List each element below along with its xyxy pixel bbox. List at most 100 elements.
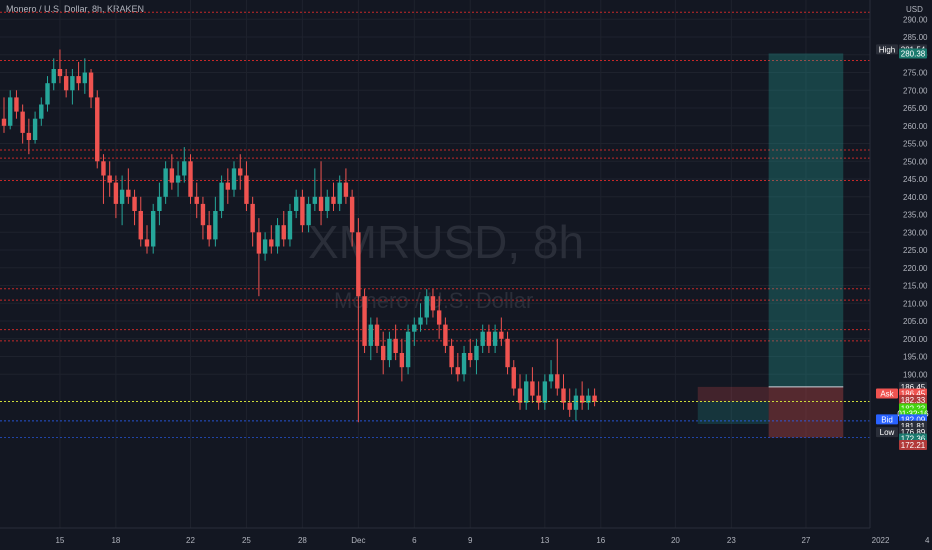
time-tick-label: 18 — [111, 536, 120, 545]
candle — [325, 189, 330, 219]
time-tick-label: 6 — [412, 536, 417, 545]
time-tick-label: 23 — [727, 536, 736, 545]
candle-body — [244, 175, 249, 204]
candle-body — [306, 203, 311, 226]
candle — [362, 289, 367, 353]
candle-body — [331, 196, 336, 204]
candle — [101, 154, 106, 204]
candle — [82, 58, 88, 94]
candle — [381, 331, 386, 375]
entry-zone-upper[interactable] — [697, 386, 769, 402]
candle-body — [188, 161, 193, 197]
price-tick-label: 240.00 — [903, 193, 928, 202]
candle-body — [573, 395, 579, 410]
position-tool[interactable] — [697, 53, 844, 438]
candle-body — [399, 353, 405, 368]
candle — [505, 331, 510, 375]
candle-body — [269, 239, 274, 247]
candle-body — [287, 211, 293, 240]
candle-body — [530, 381, 535, 396]
price-tick-label: 260.00 — [903, 122, 928, 131]
candle — [225, 168, 230, 204]
candle — [455, 353, 461, 382]
candle — [262, 232, 268, 261]
candle-body — [318, 196, 324, 211]
candle-body — [126, 189, 131, 197]
candle-body — [387, 338, 392, 361]
candle — [188, 154, 193, 204]
candle — [200, 196, 206, 240]
candle — [107, 161, 112, 197]
candle-body — [381, 345, 386, 361]
candle — [138, 196, 143, 247]
price-tag-value-bg — [899, 395, 927, 406]
time-axis[interactable]: 15 18 22 25 28 Dec 6 9 13 16 20 23 27 2022 4 — [0, 527, 930, 545]
price-tick-label: 290.00 — [903, 15, 928, 24]
grid-lines — [0, 0, 928, 528]
candle-body — [238, 168, 243, 176]
candle — [163, 161, 168, 204]
candle — [206, 211, 212, 247]
candle — [119, 175, 125, 226]
entry-zone-lower[interactable] — [697, 401, 769, 424]
candle — [14, 90, 19, 119]
candle-body — [424, 296, 429, 318]
candle — [511, 360, 516, 396]
target-zone[interactable] — [768, 53, 844, 387]
candle-body — [250, 203, 255, 233]
candle — [126, 168, 131, 204]
candle — [517, 374, 523, 410]
price-tick-label: 225.00 — [903, 246, 928, 255]
candle-body — [163, 168, 168, 197]
price-tag-value: 182.09 — [901, 415, 926, 424]
candle-body — [32, 118, 38, 140]
price-tick-label: 220.00 — [903, 264, 928, 273]
candle-body — [356, 232, 361, 297]
stop-zone[interactable] — [768, 386, 844, 438]
candles — [1, 49, 597, 423]
candle-body — [586, 395, 591, 403]
price-tick-label: 245.00 — [903, 175, 928, 184]
price-tag-value: 182.33 — [901, 396, 926, 405]
candle-body — [511, 367, 516, 389]
candle — [436, 296, 442, 339]
candle — [238, 154, 243, 190]
candle-body — [368, 324, 373, 346]
candle-body — [256, 232, 262, 254]
candle — [461, 345, 467, 382]
candle — [318, 161, 324, 226]
price-tags: High281.54280.38186.45Ask186.45182.33182… — [876, 44, 929, 450]
candle-body — [76, 76, 81, 84]
price-tag: 182.33 — [899, 395, 927, 406]
candle — [492, 324, 498, 353]
candle-body — [63, 76, 69, 91]
candle — [343, 168, 349, 204]
candle-body — [474, 345, 479, 361]
price-tick-label: 210.00 — [903, 299, 928, 308]
candle — [20, 104, 25, 144]
candle — [194, 182, 199, 219]
candle — [175, 161, 181, 197]
candle — [275, 218, 280, 254]
candle — [281, 211, 286, 247]
candle — [63, 69, 69, 98]
candle-body — [262, 239, 268, 254]
candle-body — [20, 111, 25, 133]
chart-title: Monero / U.S. Dollar, 8h, KRAKEN — [6, 4, 145, 14]
candle-body — [70, 76, 75, 91]
candle-body — [374, 324, 380, 346]
price-tag-value-bg — [899, 48, 927, 59]
price-tick-label: 270.00 — [903, 86, 928, 95]
price-tick-label: 265.00 — [903, 104, 928, 113]
time-tick-label: 28 — [298, 536, 307, 545]
price-tick-label: 250.00 — [903, 157, 928, 166]
candle — [169, 154, 175, 190]
candle-body — [418, 317, 423, 325]
price-axis[interactable]: USD 290.00285.00280.00275.00270.00265.00… — [869, 0, 932, 550]
candle-body — [337, 182, 342, 204]
time-tick-label: 22 — [186, 536, 195, 545]
price-tick-label: 190.00 — [903, 370, 928, 379]
candle — [57, 49, 63, 84]
candle-body — [468, 353, 473, 361]
